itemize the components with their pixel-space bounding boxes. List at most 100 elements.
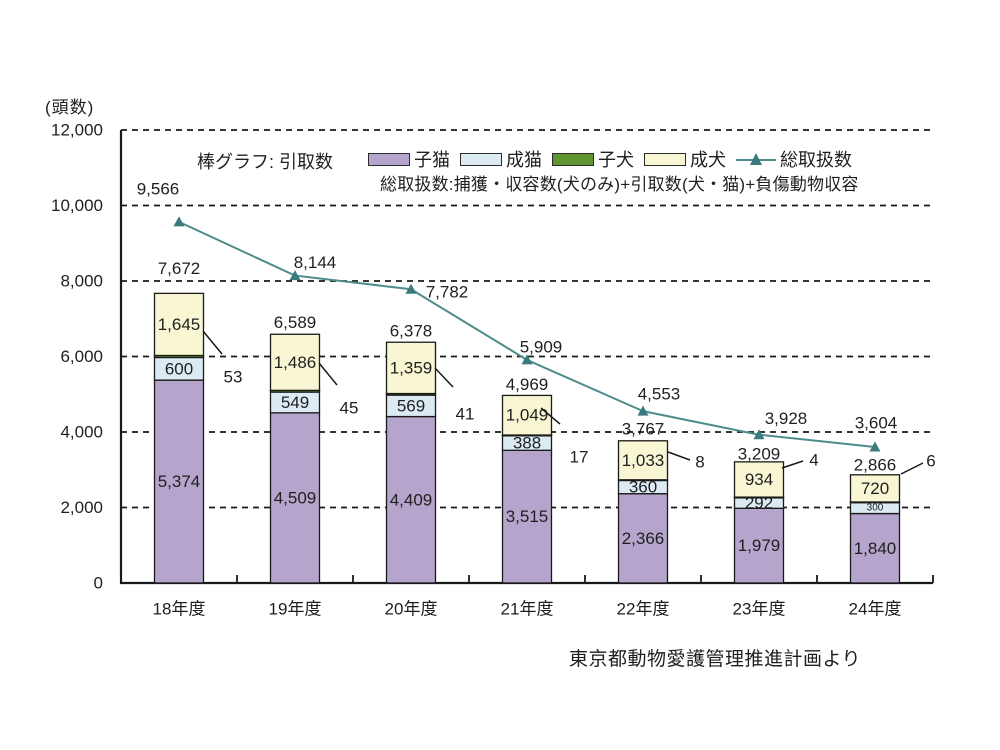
bar-segment-label: 360 <box>629 477 657 496</box>
legend-item: 成猫 <box>460 146 542 172</box>
puppy-callout-leader <box>781 460 804 469</box>
legend-item: 総取扱数 <box>736 146 852 172</box>
legend-label: 成猫 <box>506 150 542 170</box>
y-axis-unit-label: (頭数) <box>45 98 95 117</box>
puppy-callout-leader <box>667 451 691 461</box>
puppy-callout-label: 45 <box>340 399 359 418</box>
legend-item: 成犬 <box>644 146 726 172</box>
bar-segment-adult-dog <box>733 461 785 498</box>
puppy-callout-leader <box>202 330 223 355</box>
puppy-callout-label: 8 <box>695 453 704 472</box>
puppy-callout-leader <box>540 407 561 425</box>
bar-total-label: 4,969 <box>506 375 549 394</box>
total-line-marker <box>869 441 881 452</box>
legend-swatch-icon <box>552 152 594 166</box>
puppy-callout-label: 53 <box>224 368 243 387</box>
y-tick-label: 10,000 <box>51 196 103 215</box>
legend-swatch-icon <box>368 152 410 166</box>
y-tick-label: 4,000 <box>60 423 103 442</box>
y-tick-label: 6,000 <box>60 347 103 366</box>
total-line-label: 3,928 <box>765 409 808 428</box>
bar-segment-label: 720 <box>861 479 889 498</box>
total-line-label: 3,604 <box>855 413 898 432</box>
legend-item: 子猫 <box>368 146 450 172</box>
total-line-label: 9,566 <box>137 179 180 198</box>
bar-segment-label: 5,374 <box>158 472 201 491</box>
y-tick-label: 12,000 <box>51 121 103 140</box>
x-category-label: 18年度 <box>153 600 206 619</box>
x-category-label: 22年度 <box>617 600 670 619</box>
x-category-label: 20年度 <box>385 600 438 619</box>
bar-segment-label: 2,366 <box>622 529 665 548</box>
total-line-marker <box>753 429 765 440</box>
bar-segment-adult-dog <box>269 333 321 392</box>
puppy-callout-label: 17 <box>570 448 589 467</box>
total-line-marker <box>405 283 417 294</box>
bar-graph-note: 棒グラフ: 引取数 <box>197 152 334 172</box>
legend-item: 子犬 <box>552 146 634 172</box>
bar-total-label: 6,589 <box>274 313 317 332</box>
legend: 子猫 成猫 子犬 成犬 総取扱数 <box>368 146 852 172</box>
x-category-label: 24年度 <box>849 600 902 619</box>
bar-segment-label: 4,509 <box>274 488 317 507</box>
bar-total-label: 6,378 <box>390 322 433 341</box>
bar-segment-label: 1,979 <box>738 536 781 555</box>
bar-segment-label: 1,486 <box>274 353 317 372</box>
legend-label: 子犬 <box>598 150 634 170</box>
puppy-callout-leader <box>900 462 924 475</box>
legend-label: 総取扱数 <box>780 150 852 170</box>
bar-segment-label: 4,409 <box>390 490 433 509</box>
puppy-callout-label: 4 <box>809 451 818 470</box>
bar-segment-label: 1,840 <box>854 539 897 558</box>
bar-segment-label: 569 <box>397 396 425 415</box>
total-line-marker <box>173 216 185 227</box>
bar-total-label: 3,209 <box>738 444 781 463</box>
total-line-label: 4,553 <box>638 385 681 404</box>
bar-segment-kitten <box>501 449 553 584</box>
total-definition-note: 総取扱数:捕獲・収容数(犬のみ)+引取数(犬・猫)+負傷動物収容 <box>380 175 859 194</box>
puppy-callout-label: 41 <box>456 405 475 424</box>
x-category-label: 19年度 <box>269 600 322 619</box>
bar-segment-kitten <box>153 379 205 584</box>
bar-segment-adult-dog <box>617 440 669 481</box>
legend-swatch-icon <box>644 152 686 166</box>
puppy-callout-label: 6 <box>926 452 935 471</box>
y-tick-label: 2,000 <box>60 498 103 517</box>
bar-segment-label: 600 <box>165 359 193 378</box>
legend-label: 子猫 <box>414 150 450 170</box>
bar-segment-label: 934 <box>745 470 773 489</box>
x-category-label: 21年度 <box>501 600 554 619</box>
total-line-label: 7,782 <box>426 283 469 302</box>
bar-segment-adult-dog <box>153 292 205 357</box>
bar-segment-label: 549 <box>281 393 309 412</box>
bar-segment-label: 300 <box>867 502 884 513</box>
bar-segment-label: 3,515 <box>506 507 549 526</box>
bar-total-label: 7,672 <box>158 259 201 278</box>
bar-segment-label: 1,359 <box>390 358 433 377</box>
y-tick-label: 8,000 <box>60 272 103 291</box>
bar-segment-kitten <box>385 415 437 584</box>
x-category-label: 23年度 <box>733 600 786 619</box>
legend-swatch-icon <box>460 152 502 166</box>
bar-segment-label: 388 <box>513 433 541 452</box>
total-line-marker <box>521 354 533 365</box>
bar-segment-label: 1,049 <box>506 406 549 425</box>
bar-segment-label: 1,033 <box>622 451 665 470</box>
legend-line-marker-icon <box>736 152 776 167</box>
puppy-callout-leader <box>318 362 338 386</box>
y-tick-label: 0 <box>94 574 103 593</box>
bar-segment-kitten <box>269 412 321 584</box>
total-line-label: 8,144 <box>294 253 337 272</box>
bar-segment-label: 1,645 <box>158 315 201 334</box>
bar-total-label: 2,866 <box>854 455 897 474</box>
bar-segment-kitten <box>733 507 785 584</box>
total-line-label: 5,909 <box>520 337 563 356</box>
total-line-marker <box>289 270 301 281</box>
legend-label: 成犬 <box>690 150 726 170</box>
total-line-marker <box>637 405 649 416</box>
bar-segment-adult-dog <box>849 474 901 503</box>
source-caption: 東京都動物愛護管理推進計画より <box>568 649 862 670</box>
puppy-callout-leader <box>434 367 454 388</box>
